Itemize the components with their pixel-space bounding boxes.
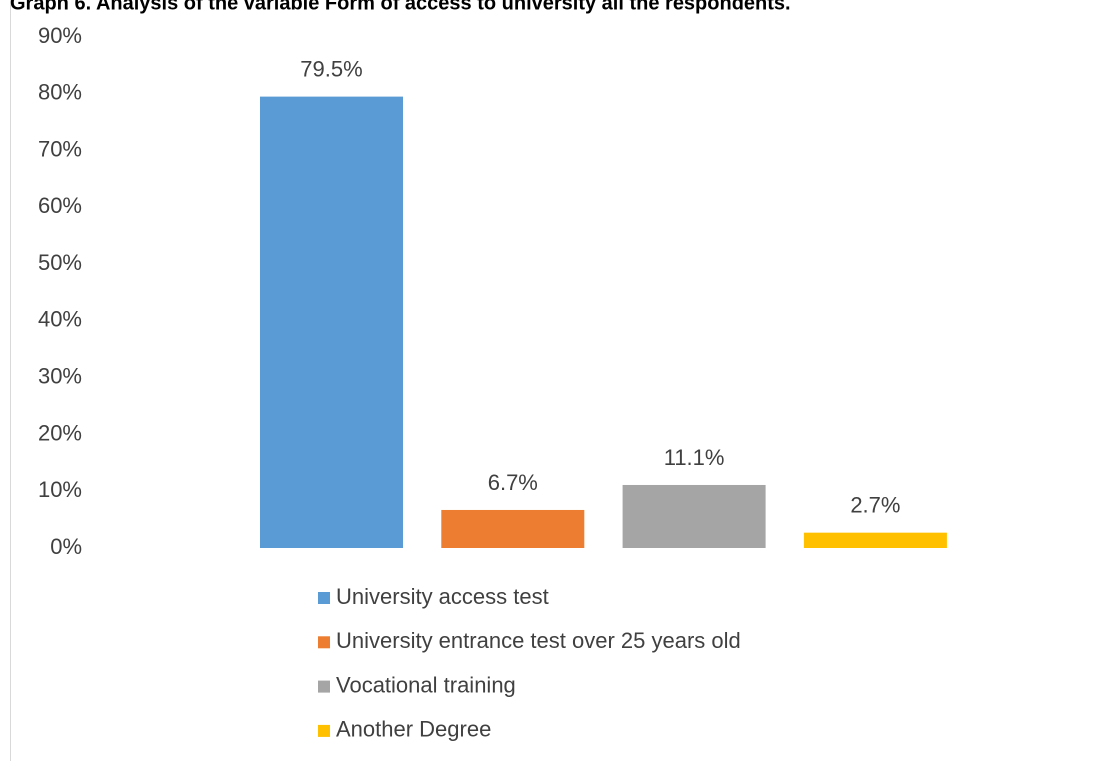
legend-label: University access test bbox=[336, 584, 549, 609]
bar bbox=[804, 533, 947, 548]
y-tick-label: 40% bbox=[38, 307, 82, 332]
legend-swatch bbox=[318, 592, 330, 604]
legend-swatch bbox=[318, 636, 330, 648]
legend-label: University entrance test over 25 years o… bbox=[336, 628, 741, 653]
legend-label: Vocational training bbox=[336, 672, 516, 697]
y-tick-label: 90% bbox=[38, 23, 82, 48]
y-tick-label: 10% bbox=[38, 477, 82, 502]
y-tick-label: 60% bbox=[38, 193, 82, 218]
data-label: 11.1% bbox=[664, 445, 725, 470]
bar bbox=[441, 510, 584, 548]
data-label: 6.7% bbox=[488, 470, 538, 495]
legend-swatch bbox=[318, 681, 330, 693]
y-tick-label: 80% bbox=[38, 80, 82, 105]
y-tick-label: 70% bbox=[38, 136, 82, 161]
bar bbox=[260, 97, 403, 548]
y-tick-label: 20% bbox=[38, 420, 82, 445]
chart-title: Graph 6. Analysis of the variable Form o… bbox=[10, 0, 791, 14]
data-label: 79.5% bbox=[300, 56, 362, 81]
bar bbox=[623, 485, 766, 548]
legend-label: Another Degree bbox=[336, 717, 491, 742]
legend-swatch bbox=[318, 725, 330, 737]
y-tick-label: 50% bbox=[38, 250, 82, 275]
y-tick-label: 30% bbox=[38, 363, 82, 388]
y-tick-label: 0% bbox=[50, 534, 82, 559]
data-label: 2.7% bbox=[850, 492, 900, 517]
